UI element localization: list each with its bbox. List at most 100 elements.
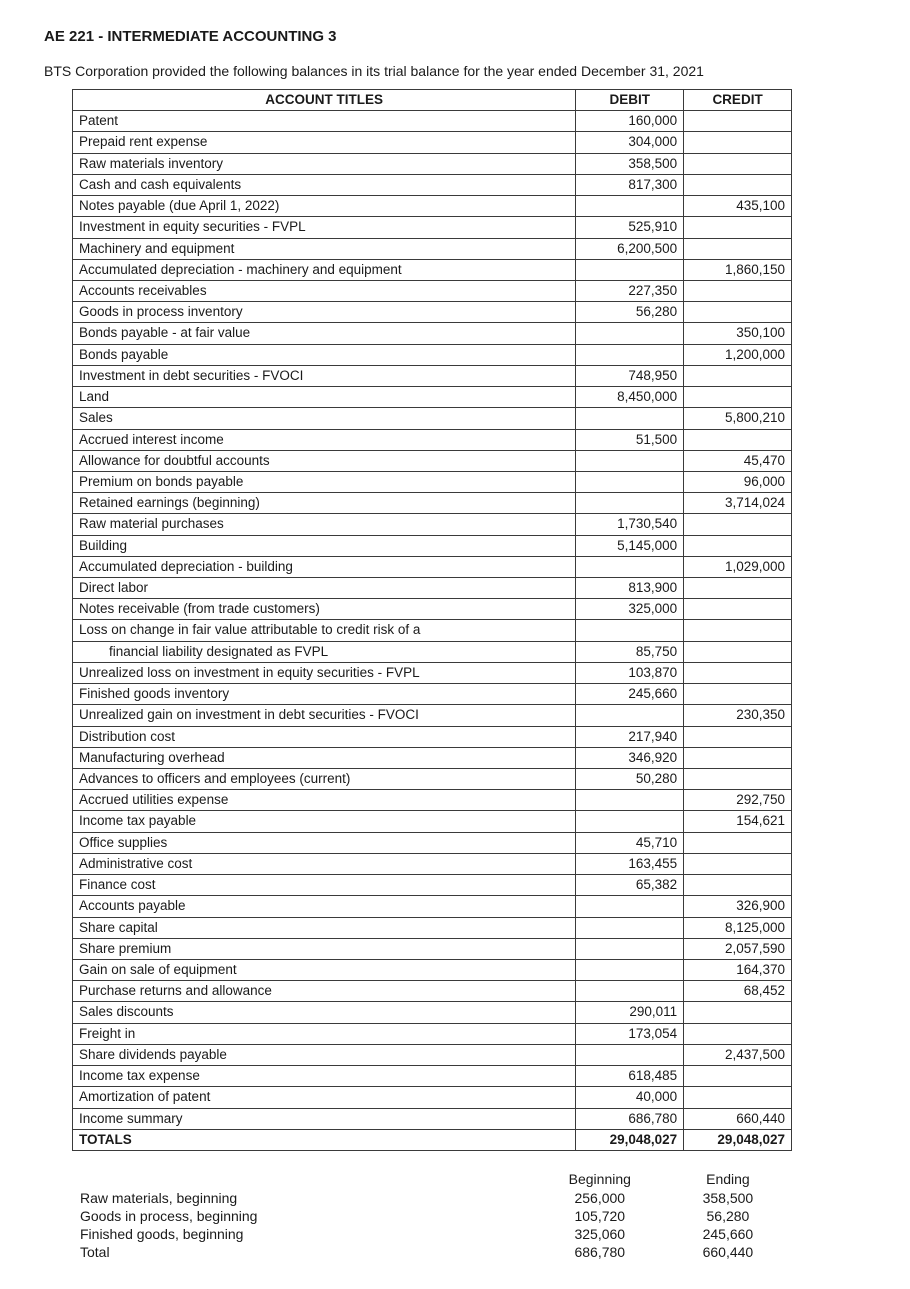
- debit-cell: [576, 1044, 684, 1065]
- account-title-cell: Accounts receivables: [73, 280, 576, 301]
- debit-cell: 304,000: [576, 132, 684, 153]
- table-row: Bonds payable - at fair value350,100: [73, 323, 792, 344]
- summary-label: Total: [72, 1243, 536, 1261]
- table-row: Manufacturing overhead346,920: [73, 747, 792, 768]
- summary-beginning: 686,780: [536, 1243, 664, 1261]
- debit-cell: 748,950: [576, 365, 684, 386]
- credit-cell: [684, 514, 792, 535]
- table-row: Retained earnings (beginning)3,714,024: [73, 493, 792, 514]
- table-row: Goods in process inventory56,280: [73, 302, 792, 323]
- totals-label: TOTALS: [73, 1129, 576, 1150]
- table-row: Income summary686,780660,440: [73, 1108, 792, 1129]
- debit-cell: [576, 323, 684, 344]
- account-title-cell: financial liability designated as FVPL: [73, 641, 576, 662]
- account-title-cell: Finance cost: [73, 875, 576, 896]
- table-row: Land8,450,000: [73, 387, 792, 408]
- account-title-cell: Income summary: [73, 1108, 576, 1129]
- table-row: Freight in173,054: [73, 1023, 792, 1044]
- inventory-summary-table: Beginning Ending Raw materials, beginnin…: [72, 1169, 792, 1261]
- table-row: Accrued utilities expense292,750: [73, 790, 792, 811]
- credit-cell: 8,125,000: [684, 917, 792, 938]
- debit-cell: 618,485: [576, 1066, 684, 1087]
- account-title-cell: Investment in debt securities - FVOCI: [73, 365, 576, 386]
- table-row: Accrued interest income51,500: [73, 429, 792, 450]
- table-row: Finance cost65,382: [73, 875, 792, 896]
- debit-cell: 173,054: [576, 1023, 684, 1044]
- account-title-cell: Cash and cash equivalents: [73, 174, 576, 195]
- debit-cell: 813,900: [576, 578, 684, 599]
- credit-cell: [684, 238, 792, 259]
- account-title-cell: Machinery and equipment: [73, 238, 576, 259]
- credit-cell: [684, 535, 792, 556]
- credit-cell: 326,900: [684, 896, 792, 917]
- account-title-cell: Administrative cost: [73, 853, 576, 874]
- account-title-cell: Office supplies: [73, 832, 576, 853]
- account-title-cell: Investment in equity securities - FVPL: [73, 217, 576, 238]
- account-title-cell: Purchase returns and allowance: [73, 981, 576, 1002]
- totals-debit: 29,048,027: [576, 1129, 684, 1150]
- credit-cell: 350,100: [684, 323, 792, 344]
- account-title-cell: Accrued utilities expense: [73, 790, 576, 811]
- table-row: Share capital8,125,000: [73, 917, 792, 938]
- account-title-cell: Sales discounts: [73, 1002, 576, 1023]
- credit-cell: [684, 641, 792, 662]
- table-row: Bonds payable1,200,000: [73, 344, 792, 365]
- debit-cell: 6,200,500: [576, 238, 684, 259]
- credit-cell: [684, 365, 792, 386]
- credit-cell: 154,621: [684, 811, 792, 832]
- table-row: Prepaid rent expense304,000: [73, 132, 792, 153]
- credit-cell: [684, 1066, 792, 1087]
- credit-cell: [684, 174, 792, 195]
- totals-credit: 29,048,027: [684, 1129, 792, 1150]
- account-title-cell: Advances to officers and employees (curr…: [73, 769, 576, 790]
- table-row: Advances to officers and employees (curr…: [73, 769, 792, 790]
- table-row: Allowance for doubtful accounts45,470: [73, 450, 792, 471]
- credit-cell: [684, 1002, 792, 1023]
- account-title-cell: Sales: [73, 408, 576, 429]
- table-row: Finished goods inventory245,660: [73, 684, 792, 705]
- credit-cell: 1,860,150: [684, 259, 792, 280]
- table-row: Administrative cost163,455: [73, 853, 792, 874]
- debit-cell: 160,000: [576, 111, 684, 132]
- credit-cell: 5,800,210: [684, 408, 792, 429]
- credit-cell: 435,100: [684, 196, 792, 217]
- summary-row: Total686,780660,440: [72, 1243, 792, 1261]
- table-row: Income tax payable154,621: [73, 811, 792, 832]
- credit-cell: [684, 853, 792, 874]
- summary-row: Goods in process, beginning105,72056,280: [72, 1207, 792, 1225]
- credit-cell: [684, 875, 792, 896]
- debit-cell: 1,730,540: [576, 514, 684, 535]
- table-row: Distribution cost217,940: [73, 726, 792, 747]
- table-row: Sales 5,800,210: [73, 408, 792, 429]
- debit-cell: [576, 471, 684, 492]
- credit-cell: [684, 302, 792, 323]
- debit-cell: 8,450,000: [576, 387, 684, 408]
- debit-cell: [576, 493, 684, 514]
- account-title-cell: Share dividends payable: [73, 1044, 576, 1065]
- account-title-cell: Building: [73, 535, 576, 556]
- account-title-cell: Bonds payable: [73, 344, 576, 365]
- credit-cell: [684, 832, 792, 853]
- credit-cell: [684, 111, 792, 132]
- table-row: Unrealized loss on investment in equity …: [73, 662, 792, 683]
- debit-cell: [576, 259, 684, 280]
- debit-cell: [576, 917, 684, 938]
- table-row: Unrealized gain on investment in debt se…: [73, 705, 792, 726]
- debit-cell: [576, 450, 684, 471]
- debit-cell: [576, 938, 684, 959]
- debit-cell: 5,145,000: [576, 535, 684, 556]
- summary-header-ending: Ending: [664, 1169, 792, 1189]
- debit-cell: 163,455: [576, 853, 684, 874]
- debit-cell: [576, 811, 684, 832]
- credit-cell: 96,000: [684, 471, 792, 492]
- account-title-cell: Allowance for doubtful accounts: [73, 450, 576, 471]
- account-title-cell: Finished goods inventory: [73, 684, 576, 705]
- credit-cell: [684, 662, 792, 683]
- account-title-cell: Accumulated depreciation - machinery and…: [73, 259, 576, 280]
- table-row: Share dividends payable2,437,500: [73, 1044, 792, 1065]
- summary-beginning: 256,000: [536, 1189, 664, 1207]
- credit-cell: [684, 1087, 792, 1108]
- table-row: Investment in equity securities - FVPL52…: [73, 217, 792, 238]
- account-title-cell: Accounts payable: [73, 896, 576, 917]
- summary-ending: 245,660: [664, 1225, 792, 1243]
